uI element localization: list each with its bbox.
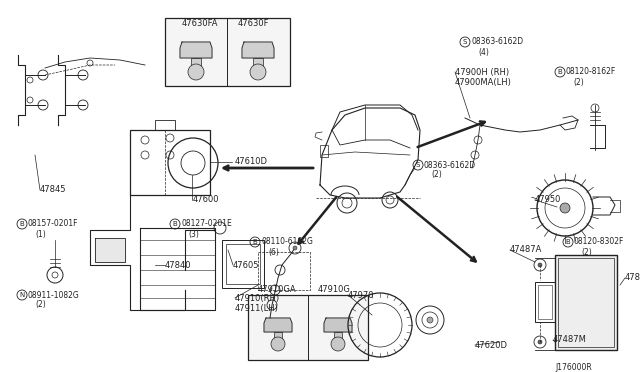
Bar xyxy=(320,145,328,157)
Circle shape xyxy=(293,246,297,250)
Text: 47630FA: 47630FA xyxy=(182,19,218,29)
Polygon shape xyxy=(180,42,212,58)
Text: 47845: 47845 xyxy=(40,186,67,195)
Text: B: B xyxy=(557,69,563,75)
Text: 47600: 47600 xyxy=(193,196,220,205)
Bar xyxy=(165,18,290,86)
Text: N: N xyxy=(19,292,24,298)
Polygon shape xyxy=(320,108,420,198)
Text: 08911-1082G: 08911-1082G xyxy=(28,291,80,299)
Circle shape xyxy=(560,203,570,213)
Text: (6): (6) xyxy=(268,247,279,257)
Text: (2): (2) xyxy=(573,77,584,87)
Bar xyxy=(226,244,260,284)
Text: S: S xyxy=(463,39,467,45)
Bar xyxy=(334,332,342,344)
Text: 08120-8302F: 08120-8302F xyxy=(574,237,625,247)
Circle shape xyxy=(188,64,204,80)
Text: (4): (4) xyxy=(478,48,489,57)
Polygon shape xyxy=(264,318,292,332)
Text: (1): (1) xyxy=(35,230,45,238)
Bar xyxy=(248,295,368,360)
Text: (2): (2) xyxy=(581,247,592,257)
Text: B: B xyxy=(253,239,257,245)
Text: B: B xyxy=(173,221,177,227)
Bar xyxy=(555,255,617,350)
Bar xyxy=(222,240,264,288)
Circle shape xyxy=(538,340,542,344)
Circle shape xyxy=(538,263,542,267)
Text: 47610D: 47610D xyxy=(235,157,268,167)
Text: 47910(RH): 47910(RH) xyxy=(235,294,280,302)
Text: 47911(LH): 47911(LH) xyxy=(235,304,279,312)
Text: J176000R: J176000R xyxy=(555,363,592,372)
Bar xyxy=(155,120,175,130)
Text: 08157-0201F: 08157-0201F xyxy=(28,219,79,228)
Bar xyxy=(191,58,201,72)
Text: 08127-0201E: 08127-0201E xyxy=(181,219,232,228)
Polygon shape xyxy=(324,318,352,332)
Text: 47487A: 47487A xyxy=(510,246,542,254)
Text: 47950: 47950 xyxy=(535,196,561,205)
Text: 47910GA: 47910GA xyxy=(258,285,296,295)
Circle shape xyxy=(250,64,266,80)
Text: 47910G: 47910G xyxy=(318,285,351,295)
Text: 08110-6162G: 08110-6162G xyxy=(261,237,313,247)
Text: 08363-6162D: 08363-6162D xyxy=(471,38,523,46)
Text: 47900MA(LH): 47900MA(LH) xyxy=(455,77,512,87)
Bar xyxy=(253,58,263,72)
Text: 08363-6162D: 08363-6162D xyxy=(424,160,476,170)
Text: (2): (2) xyxy=(431,170,442,180)
Text: 47970: 47970 xyxy=(348,291,374,299)
Text: 08120-8162F: 08120-8162F xyxy=(566,67,616,77)
Text: 47840: 47840 xyxy=(165,260,191,269)
Text: B: B xyxy=(566,239,570,245)
Text: B: B xyxy=(20,221,24,227)
Text: 47620D: 47620D xyxy=(475,340,508,350)
Text: 47850: 47850 xyxy=(625,273,640,282)
Bar xyxy=(130,130,210,195)
Circle shape xyxy=(331,337,345,351)
Bar xyxy=(274,332,282,344)
Circle shape xyxy=(271,337,285,351)
Bar xyxy=(535,282,555,322)
Bar xyxy=(538,285,552,319)
Text: (2): (2) xyxy=(35,301,45,310)
Text: 47630F: 47630F xyxy=(238,19,269,29)
Circle shape xyxy=(427,317,433,323)
Text: 47605: 47605 xyxy=(233,260,259,269)
Text: 47487M: 47487M xyxy=(553,336,587,344)
Polygon shape xyxy=(242,42,274,58)
Text: (3): (3) xyxy=(188,230,199,238)
Text: S: S xyxy=(416,162,420,168)
Text: 47900H (RH): 47900H (RH) xyxy=(455,67,509,77)
Polygon shape xyxy=(95,238,125,262)
Bar xyxy=(558,258,614,347)
